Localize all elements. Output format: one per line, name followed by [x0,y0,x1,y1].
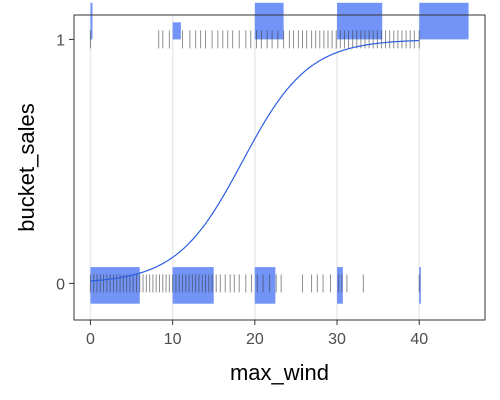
x-tick-label: 30 [328,331,346,348]
histogram-bar-y1 [172,22,181,40]
curve-layer [90,39,420,282]
x-tick-label: 40 [410,331,428,348]
y-axis-title: bucket_sales [14,103,39,231]
histogram-bar-y1 [419,2,469,40]
histogram-bar-y1 [254,2,284,40]
y-tick-label: 0 [56,276,65,293]
x-tick-label: 0 [86,331,95,348]
rug-layer [89,30,420,293]
x-axis-title: max_wind [230,360,329,385]
histogram-bar-y0 [337,267,343,304]
x-tick-label: 10 [164,331,182,348]
histogram-bar-y1 [337,2,383,40]
histogram-bar-y0 [419,267,421,304]
x-tick-label: 20 [246,331,264,348]
histogram-bar-y0 [90,267,140,304]
histogram-bar-y1 [90,2,93,40]
y-tick-label: 1 [56,32,65,49]
axis-layer: 0 10 20 30 40 0 1 [56,32,428,348]
panel-frame [73,14,486,321]
histogram-bar-y0 [254,267,276,304]
fitted-curve [90,39,420,282]
